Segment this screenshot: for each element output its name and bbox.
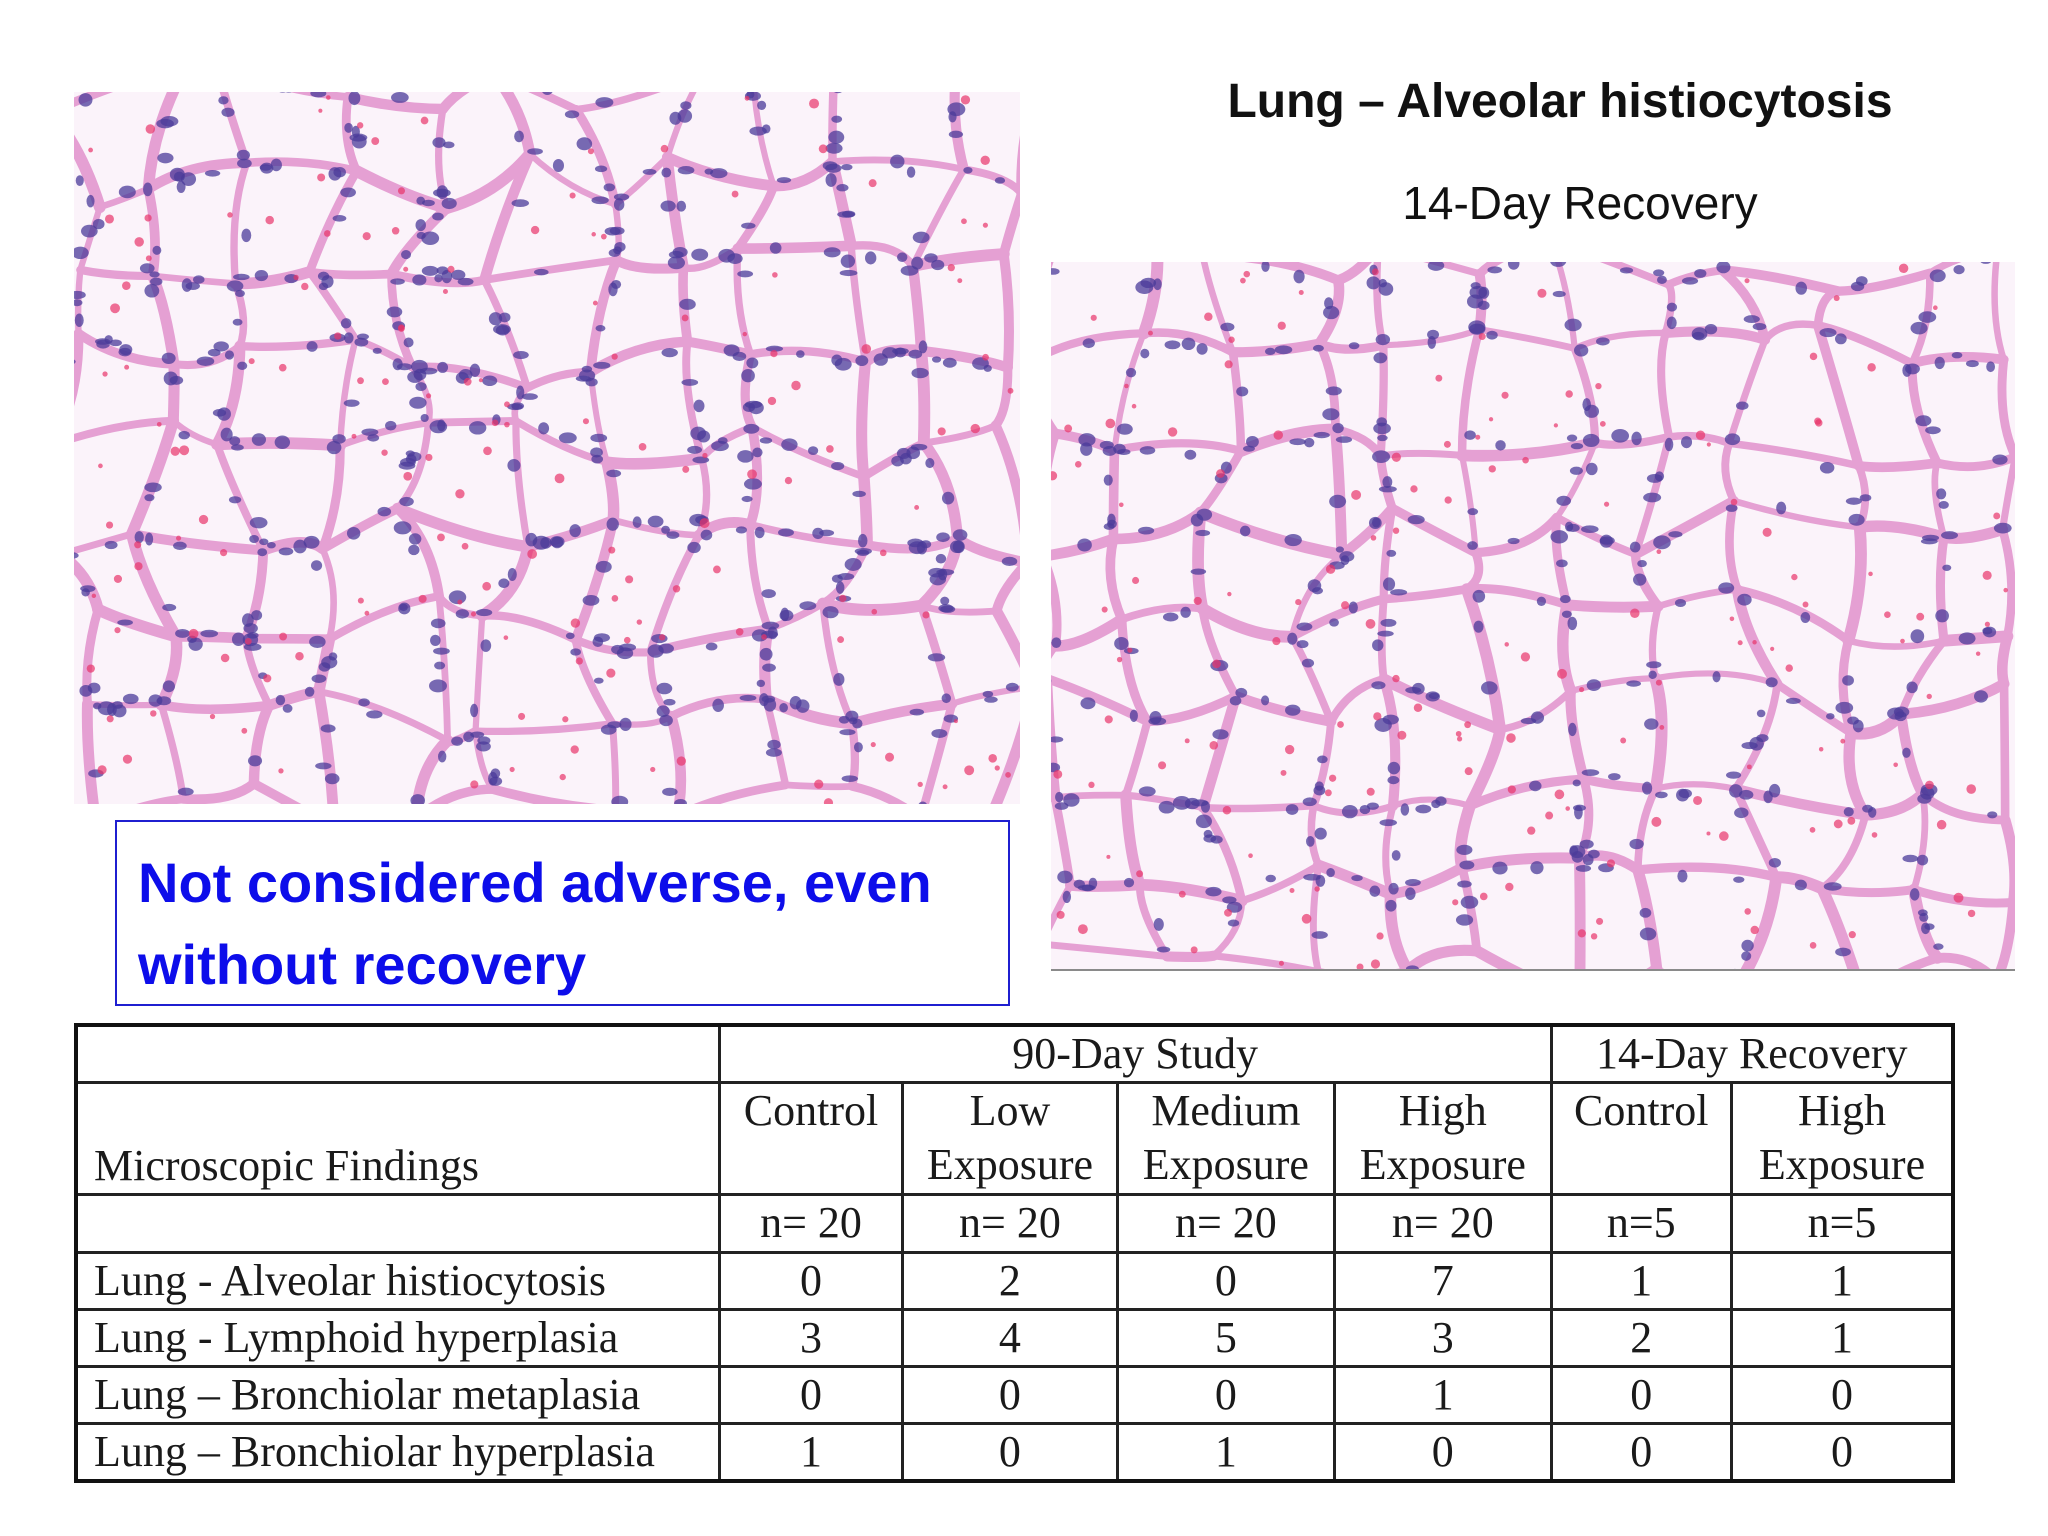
finding-count: 3 <box>717 1308 905 1368</box>
finding-count: 0 <box>1549 1422 1734 1483</box>
finding-count: 1 <box>1730 1308 1955 1368</box>
finding-label: Lung - Alveolar histiocytosis <box>74 1251 721 1311</box>
finding-count: 0 <box>901 1422 1119 1483</box>
table-row: Lung – Bronchiolar metaplasia 0 0 0 1 0 … <box>74 1365 1955 1425</box>
table-column-header-row: Microscopic Findings Control Low Exposure… <box>74 1081 1955 1196</box>
finding-label: Lung - Lymphoid hyperplasia <box>74 1308 721 1368</box>
n-count: n= 20 <box>1333 1193 1553 1254</box>
finding-count: 1 <box>1115 1422 1337 1483</box>
n-count: n=5 <box>1549 1193 1734 1254</box>
findings-table: 90-Day Study 14-Day Recovery Microscopic… <box>74 1023 1955 1483</box>
finding-count: 4 <box>901 1308 1119 1368</box>
table-row: Lung – Bronchiolar hyperplasia 1 0 1 0 0… <box>74 1422 1955 1483</box>
table-corner-cell <box>74 1023 721 1084</box>
finding-count: 0 <box>1549 1365 1734 1425</box>
callout-text: Not considered adverse, even without rec… <box>138 851 932 996</box>
finding-label: Lung – Bronchiolar hyperplasia <box>74 1422 721 1483</box>
micrograph-left <box>74 92 1020 804</box>
slide-subtitle: 14-Day Recovery <box>1402 177 1758 229</box>
group-header-recovery: 14-Day Recovery <box>1549 1023 1955 1084</box>
findings-header: Microscopic Findings <box>74 1081 721 1196</box>
column-header-line1: High <box>1398 1086 1487 1135</box>
table-row: Lung - Lymphoid hyperplasia 3 4 5 3 2 1 <box>74 1308 1955 1368</box>
column-header-low: Low Exposure <box>901 1081 1119 1196</box>
column-header-line1: Medium <box>1151 1086 1301 1135</box>
micrograph-right <box>1051 262 2015 970</box>
callout-box: Not considered adverse, even without rec… <box>115 820 1010 1006</box>
table-group-header-row: 90-Day Study 14-Day Recovery <box>74 1023 1955 1084</box>
column-header-line1: High <box>1798 1086 1887 1135</box>
finding-count: 0 <box>1730 1365 1955 1425</box>
slide-title: Lung – Alveolar histiocytosis <box>1227 75 1893 128</box>
group-header-study: 90-Day Study <box>717 1023 1553 1084</box>
n-count: n= 20 <box>901 1193 1119 1254</box>
finding-count: 2 <box>1549 1308 1734 1368</box>
column-header-line1: Control <box>743 1086 879 1135</box>
column-header-medium: Medium Exposure <box>1115 1081 1337 1196</box>
column-header-line2: Exposure <box>1359 1140 1526 1189</box>
column-header-line2: Exposure <box>926 1140 1094 1189</box>
finding-count: 1 <box>1333 1365 1553 1425</box>
column-header-control-90: Control <box>717 1081 905 1196</box>
finding-count: 7 <box>1333 1251 1553 1311</box>
micrograph-lung-tissue-icon <box>74 92 1020 804</box>
column-header-line2: Exposure <box>1142 1140 1309 1189</box>
finding-count: 1 <box>1730 1251 1955 1311</box>
image-divider-line <box>1051 969 2015 971</box>
finding-count: 5 <box>1115 1308 1337 1368</box>
table-row: Lung - Alveolar histiocytosis 0 2 0 7 1 … <box>74 1251 1955 1311</box>
column-header-line1: Low <box>969 1086 1051 1135</box>
finding-count: 0 <box>1730 1422 1955 1483</box>
n-count: n= 20 <box>717 1193 905 1254</box>
micrograph-lung-tissue-icon <box>1051 262 2015 970</box>
table-n-row: n= 20 n= 20 n= 20 n= 20 n=5 n=5 <box>74 1193 1955 1254</box>
finding-count: 0 <box>1333 1422 1553 1483</box>
column-header-high-90: High Exposure <box>1333 1081 1553 1196</box>
finding-label: Lung – Bronchiolar metaplasia <box>74 1365 721 1425</box>
column-header-line2: Exposure <box>1758 1140 1926 1189</box>
finding-count: 0 <box>717 1365 905 1425</box>
table-n-label-cell <box>74 1193 721 1254</box>
finding-count: 1 <box>1549 1251 1734 1311</box>
finding-count: 0 <box>1115 1365 1337 1425</box>
n-count: n=5 <box>1730 1193 1955 1254</box>
column-header-line1: Control <box>1574 1086 1709 1135</box>
column-header-control-recovery: Control <box>1549 1081 1734 1196</box>
finding-count: 0 <box>901 1365 1119 1425</box>
n-count: n= 20 <box>1115 1193 1337 1254</box>
column-header-high-recovery: High Exposure <box>1730 1081 1955 1196</box>
finding-count: 1 <box>717 1422 905 1483</box>
finding-count: 0 <box>717 1251 905 1311</box>
finding-count: 2 <box>901 1251 1119 1311</box>
finding-count: 3 <box>1333 1308 1553 1368</box>
finding-count: 0 <box>1115 1251 1337 1311</box>
